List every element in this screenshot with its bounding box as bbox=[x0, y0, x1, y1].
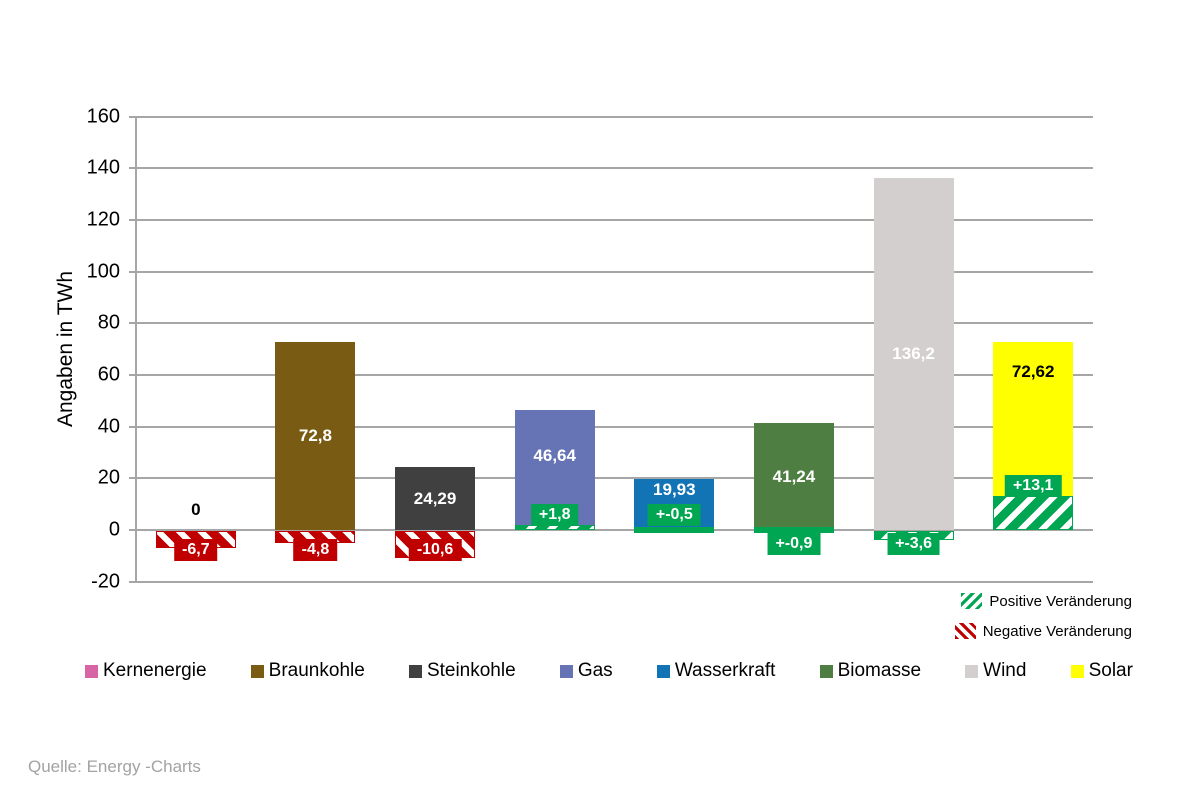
legend-item-biomasse: Biomasse bbox=[819, 660, 922, 682]
change-legend: Positive Veränderung Negative Veränderun… bbox=[954, 586, 1132, 646]
negative-change-legend-item: Negative Veränderung bbox=[954, 616, 1132, 646]
legend-item-solar: Solar bbox=[1070, 660, 1133, 682]
legend-label: Steinkohle bbox=[426, 660, 516, 681]
gridline bbox=[136, 374, 1093, 377]
change-bar-wasserkraft bbox=[634, 527, 715, 533]
change-label: +-0,9 bbox=[767, 533, 821, 555]
legend-label: Solar bbox=[1088, 660, 1133, 681]
change-label: -4,8 bbox=[293, 539, 338, 561]
gridline bbox=[136, 270, 1093, 273]
y-tick-label: 140 bbox=[86, 156, 120, 179]
legend-item-kernenergie: Kernenergie bbox=[85, 660, 207, 682]
gridline bbox=[136, 219, 1093, 222]
legend-item-braunkohle: Braunkohle bbox=[250, 660, 365, 682]
legend-label: Braunkohle bbox=[268, 660, 365, 681]
bar-wind bbox=[873, 178, 954, 530]
y-tick-label: 40 bbox=[97, 415, 120, 438]
bar-value-label: 24,29 bbox=[413, 488, 457, 508]
change-bar-gas bbox=[514, 525, 595, 530]
y-tick-mark bbox=[129, 322, 136, 325]
change-bar-biomasse bbox=[753, 527, 834, 533]
gridline bbox=[136, 322, 1093, 325]
bar-value-label: 41,24 bbox=[772, 466, 816, 486]
y-tick-mark bbox=[129, 115, 136, 118]
bar-biomasse bbox=[753, 423, 834, 530]
legend-marker-wind bbox=[965, 664, 979, 678]
y-tick-label: 60 bbox=[97, 363, 120, 386]
bar-value-label: 46,64 bbox=[533, 445, 576, 465]
positive-change-legend-item: Positive Veränderung bbox=[955, 586, 1132, 616]
bar-braunkohle bbox=[275, 341, 356, 530]
y-tick-mark bbox=[129, 477, 136, 480]
y-tick-label: 20 bbox=[97, 466, 120, 489]
legend-marker-wasserkraft bbox=[656, 664, 670, 678]
positive-change-label: Positive Veränderung bbox=[989, 592, 1132, 610]
change-label: -6,7 bbox=[174, 539, 218, 561]
positive-hatch-icon bbox=[961, 593, 983, 609]
change-label: +-0,5 bbox=[647, 504, 701, 526]
change-label: +13,1 bbox=[1004, 475, 1062, 498]
change-bar-solar bbox=[993, 496, 1074, 530]
y-tick-mark bbox=[129, 425, 136, 428]
y-tick-label: 80 bbox=[97, 311, 120, 334]
bar-steinkohle bbox=[395, 467, 476, 530]
legend-marker-braunkohle bbox=[250, 664, 264, 678]
legend-label: Wasserkraft bbox=[674, 660, 776, 681]
legend-item-gas: Gas bbox=[559, 660, 613, 682]
legend-marker-biomasse bbox=[819, 664, 833, 678]
y-tick-mark bbox=[129, 167, 136, 170]
y-tick-mark bbox=[129, 219, 136, 222]
source-text: Quelle: Energy -Charts bbox=[28, 757, 201, 776]
bar-value-label: 72,8 bbox=[298, 425, 332, 445]
gridline bbox=[136, 167, 1093, 170]
legend-marker-solar bbox=[1070, 664, 1084, 678]
change-label: +1,8 bbox=[530, 504, 579, 526]
bar-value-label: 0 bbox=[191, 500, 201, 519]
gridline bbox=[136, 425, 1093, 428]
negative-change-label: Negative Veränderung bbox=[982, 622, 1132, 640]
y-tick-label: 0 bbox=[108, 518, 120, 541]
change-label: -10,6 bbox=[408, 539, 462, 561]
gridline bbox=[136, 115, 1093, 118]
bar-value-label: 136,2 bbox=[892, 344, 935, 364]
series-legend: Kernenergie Braunkohle Steinkohle Gas Wasser… bbox=[85, 660, 1133, 682]
bar-value-label: 72,62 bbox=[1011, 362, 1055, 382]
legend-item-wasserkraft: Wasserkraft bbox=[656, 660, 776, 682]
y-tick-mark bbox=[129, 374, 136, 377]
legend-marker-kernenergie bbox=[85, 664, 98, 678]
change-label: +-3,6 bbox=[887, 533, 941, 555]
negative-hatch-icon bbox=[954, 623, 976, 639]
legend-item-steinkohle: Steinkohle bbox=[408, 660, 516, 682]
y-tick-label: 100 bbox=[86, 260, 120, 283]
y-axis-line bbox=[135, 116, 137, 582]
gridline bbox=[136, 477, 1093, 480]
legend-label: Kernenergie bbox=[103, 660, 207, 681]
legend-label: Gas bbox=[577, 660, 613, 681]
legend-label: Biomasse bbox=[837, 660, 922, 681]
y-tick-label: 120 bbox=[86, 208, 120, 231]
y-tick-mark bbox=[129, 270, 136, 273]
legend-marker-steinkohle bbox=[408, 664, 422, 678]
legend-label: Wind bbox=[983, 660, 1027, 681]
y-tick-label: -20 bbox=[91, 570, 120, 593]
legend-item-wind: Wind bbox=[965, 660, 1026, 682]
y-tick-label: 160 bbox=[86, 105, 120, 128]
y-tick-mark bbox=[129, 529, 136, 531]
bar-value-label: 19,93 bbox=[653, 480, 696, 500]
y-tick-mark bbox=[129, 580, 136, 583]
gridline bbox=[136, 580, 1093, 583]
legend-marker-gas bbox=[559, 664, 573, 678]
gridline bbox=[136, 529, 1093, 531]
